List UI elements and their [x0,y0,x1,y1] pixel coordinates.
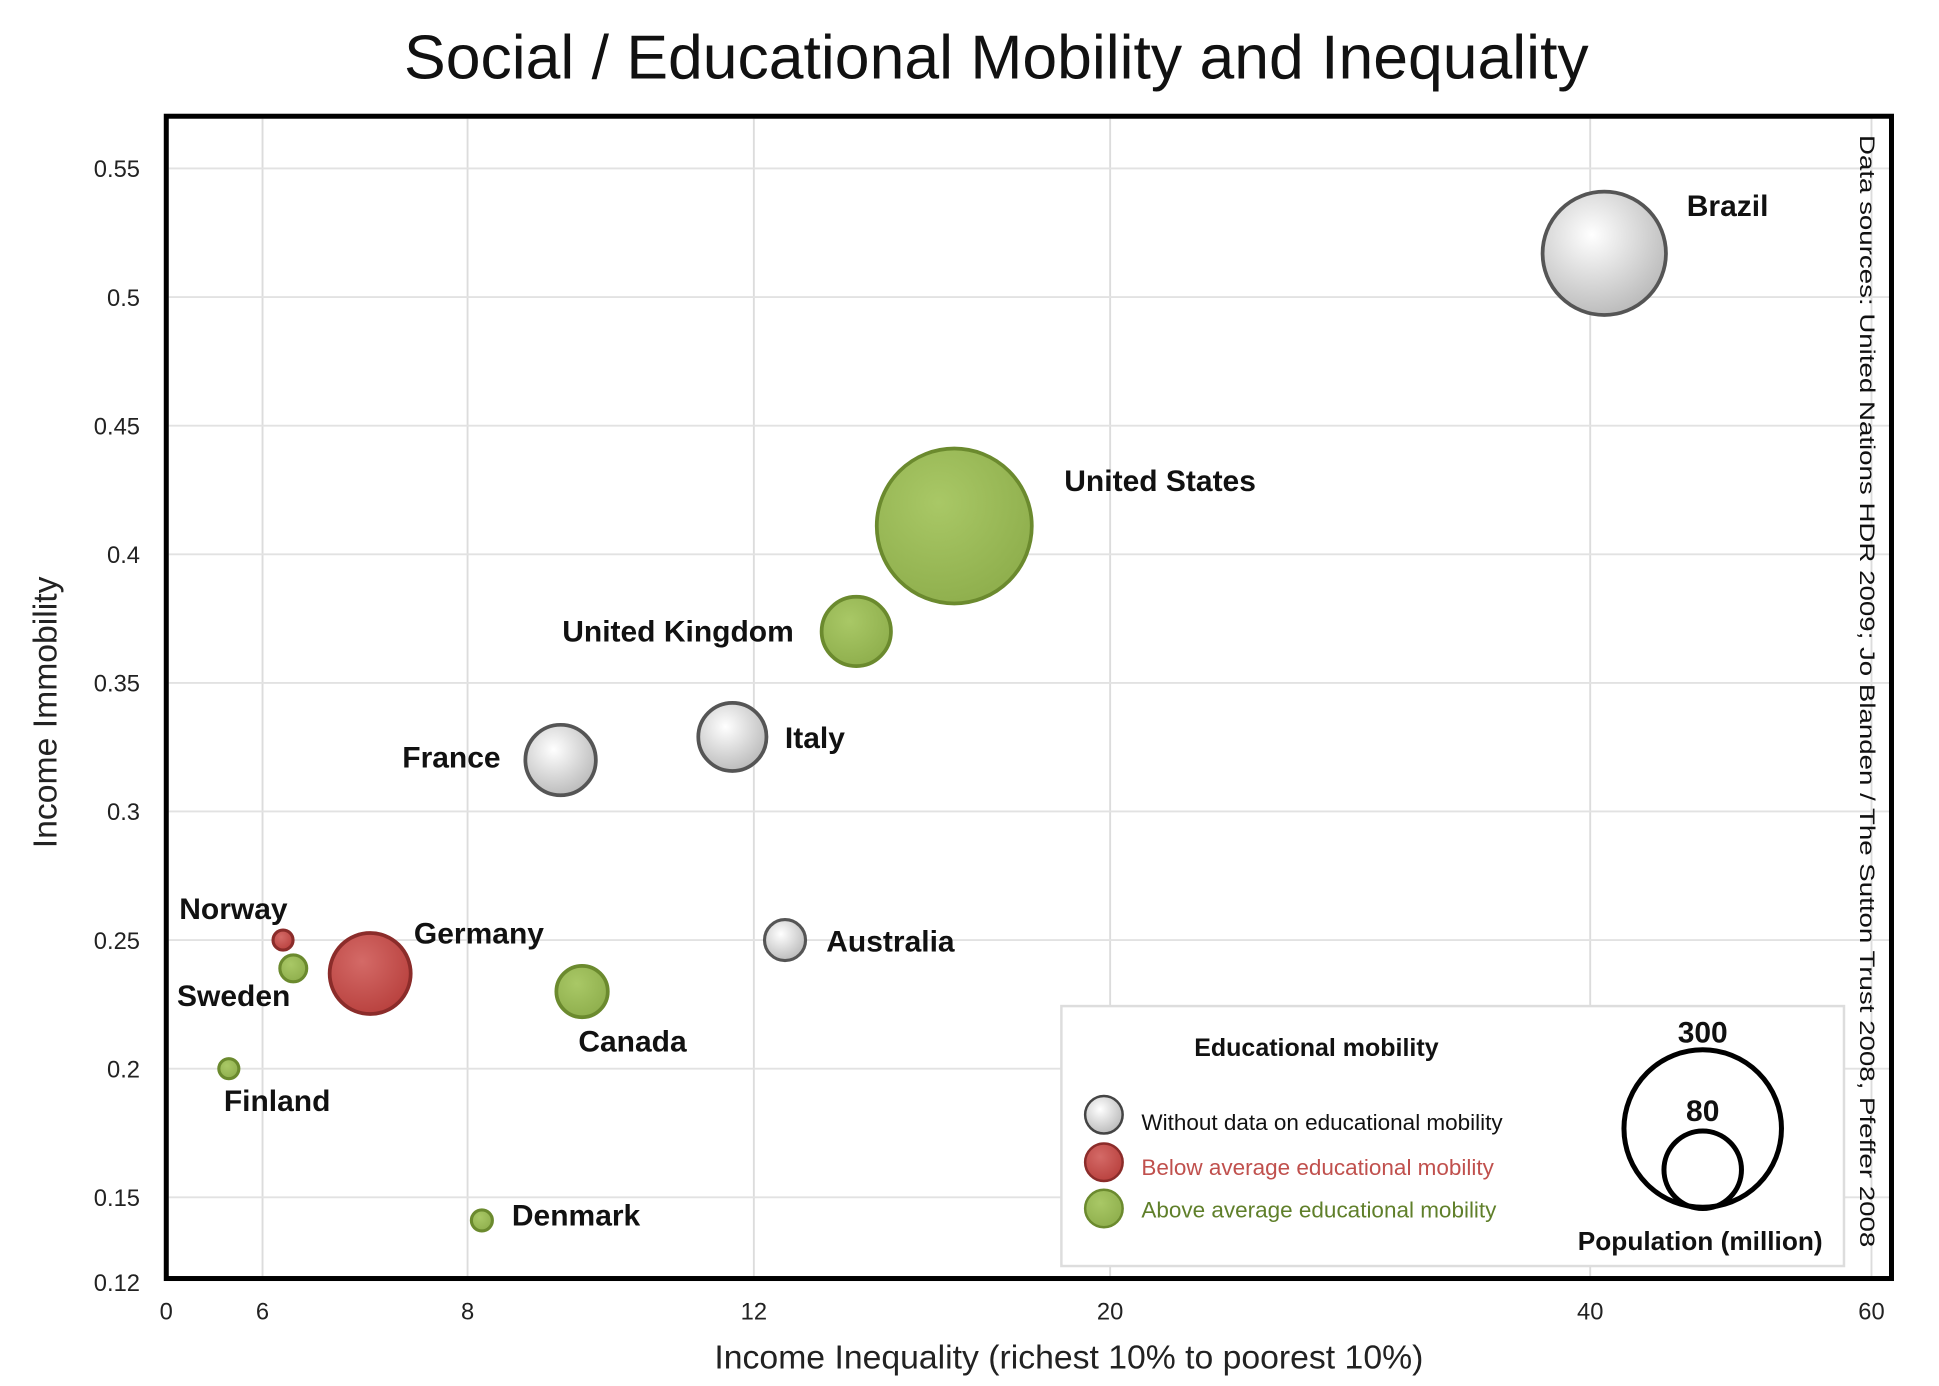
axis-ticks: 0 6 8 12 20 40 60 0.12 0.15 0.2 0.25 0.3 0.35 0.4 0.45… [94,157,1885,1326]
bubble-canada [554,963,610,1020]
data-points: Brazil United States United Kingdom Italy Fr… [177,189,1769,1233]
y-tick-label: 0.55 [94,157,140,183]
bubble-germany [327,931,413,1016]
x-axis-label: Income Inequality (richest 10% to poores… [714,1339,1423,1377]
point-label: Canada [578,1026,687,1059]
bubble-france [523,722,598,798]
legend-title: Educational mobility [1194,1034,1438,1062]
point-label: France [402,742,500,775]
legend-size-title: Population (million) [1578,1226,1823,1256]
legend-marker-above [1083,1188,1124,1229]
point-label: Sweden [177,980,290,1013]
x-tick-label: 20 [1097,1300,1123,1326]
bubble-finland [217,1057,241,1081]
legend-size-label-300: 300 [1678,1016,1728,1049]
legend-label-above: Above average educational mobility [1141,1197,1497,1222]
y-tick-label: 0.25 [94,929,140,955]
point-label: Norway [179,893,288,926]
bubble-denmark [469,1208,494,1233]
legend-size-80 [1661,1128,1744,1212]
legend-marker-below [1083,1142,1124,1183]
bubble-united-states [874,446,1034,606]
y-tick-label: 0.12 [94,1271,140,1297]
bubble-sweden [278,953,309,984]
x-tick-label: 6 [256,1300,269,1326]
bubble-norway [271,928,295,952]
y-tick-label: 0.5 [107,286,140,312]
legend-size-label-80: 80 [1686,1095,1719,1128]
x-tick-label: 40 [1577,1300,1603,1326]
y-tick-label: 0.45 [94,414,140,440]
x-tick-label: 12 [741,1300,767,1326]
point-label: United States [1064,465,1256,498]
x-tick-label: 8 [461,1300,474,1326]
y-tick-label: 0.2 [107,1057,140,1083]
legend: Educational mobility Without data on edu… [1060,1004,1846,1268]
legend-marker-none [1083,1094,1124,1135]
bubble-united-kingdom [819,594,893,668]
bubble-brazil [1540,189,1668,317]
y-tick-label: 0.4 [107,543,140,569]
point-label: Finland [224,1085,331,1118]
point-label: Australia [826,925,955,958]
point-label: Brazil [1687,190,1769,223]
x-tick-label: 60 [1858,1300,1884,1326]
point-label: United Kingdom [562,615,794,648]
legend-label-below: Below average educational mobility [1141,1155,1494,1180]
y-tick-label: 0.35 [94,672,140,698]
point-label: Denmark [512,1199,641,1232]
y-axis-label: Income Immobility [26,576,64,848]
bubble-australia [762,918,808,963]
x-tick-label: 0 [160,1300,173,1326]
y-tick-label: 0.15 [94,1186,140,1212]
source-note: Data sources: United Nations HDR 2009; J… [1855,135,1879,1247]
y-tick-label: 0.3 [107,800,140,826]
plot-frame [163,113,1894,1282]
chart-title: Social / Educational Mobility and Inequa… [404,23,1589,93]
point-label: Italy [785,722,845,755]
legend-label-none: Without data on educational mobility [1141,1110,1503,1135]
point-label: Germany [414,918,544,951]
bubble-italy [696,700,769,773]
